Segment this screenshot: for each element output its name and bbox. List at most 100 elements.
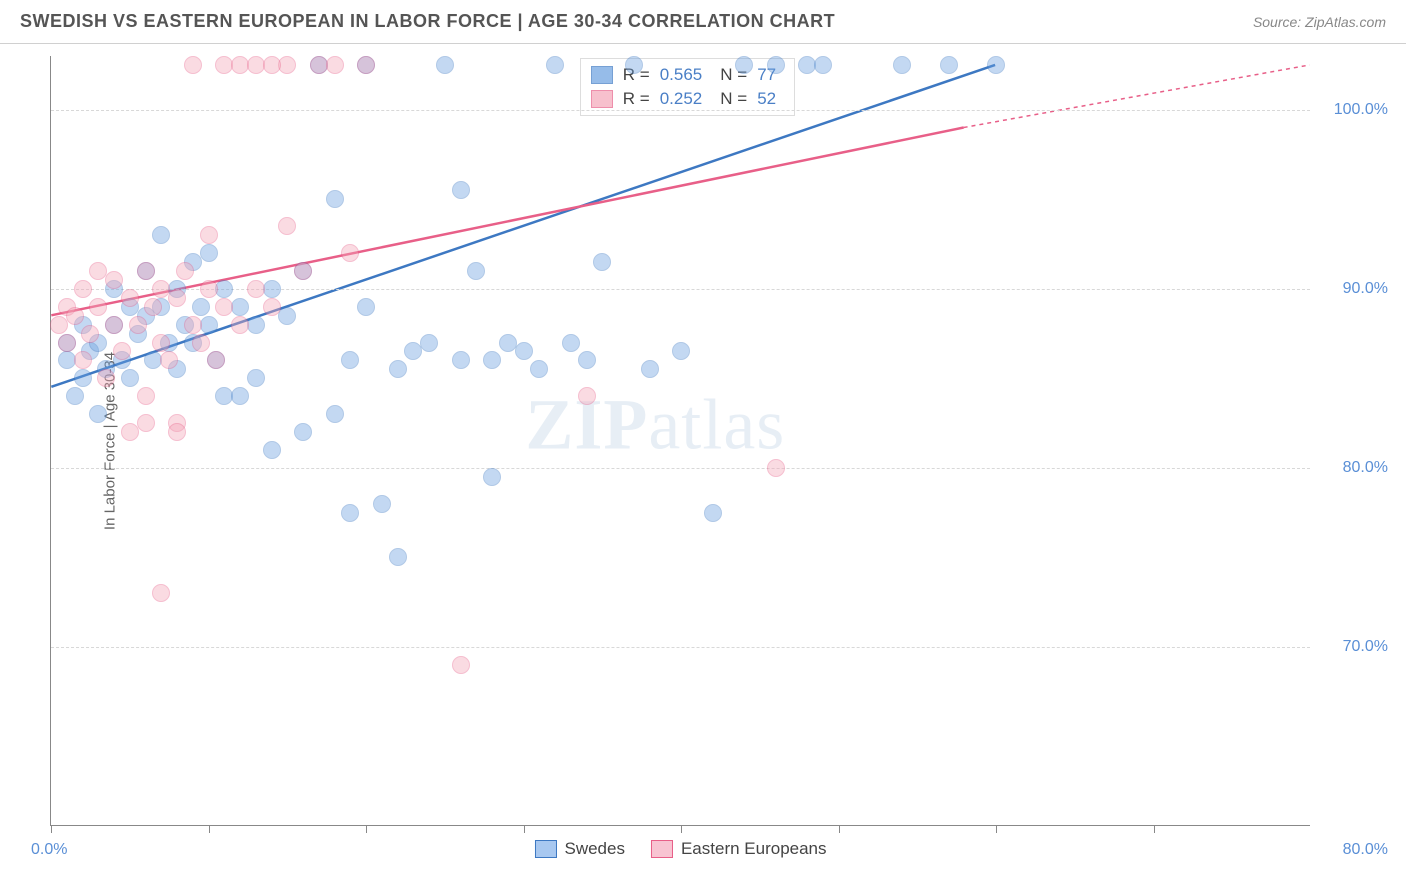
x-tick [681, 825, 682, 833]
data-point [89, 405, 107, 423]
n-value-eastern: 52 [757, 89, 776, 109]
data-point [704, 504, 722, 522]
data-point [215, 298, 233, 316]
legend-label-swedes: Swedes [564, 839, 624, 859]
data-point [483, 351, 501, 369]
data-point [341, 504, 359, 522]
data-point [357, 56, 375, 74]
r-value-eastern: 0.252 [660, 89, 703, 109]
data-point [247, 316, 265, 334]
data-point [893, 56, 911, 74]
x-tick [366, 825, 367, 833]
trend-lines [51, 56, 1310, 825]
y-tick-label: 80.0% [1343, 459, 1388, 477]
data-point [263, 298, 281, 316]
data-point [562, 334, 580, 352]
data-point [326, 56, 344, 74]
data-point [231, 316, 249, 334]
legend-swatch-swedes [534, 840, 556, 858]
data-point [546, 56, 564, 74]
data-point [192, 298, 210, 316]
data-point [66, 387, 84, 405]
x-tick [51, 825, 52, 833]
data-point [483, 468, 501, 486]
data-point [593, 253, 611, 271]
data-point [625, 56, 643, 74]
data-point [74, 351, 92, 369]
x-tick [1154, 825, 1155, 833]
data-point [814, 56, 832, 74]
stats-row-eastern: R = 0.252 N = 52 [591, 87, 784, 111]
data-point [515, 342, 533, 360]
data-point [137, 387, 155, 405]
data-point [735, 56, 753, 74]
data-point [121, 289, 139, 307]
data-point [940, 56, 958, 74]
gridline [51, 289, 1310, 290]
data-point [247, 280, 265, 298]
data-point [294, 423, 312, 441]
x-tick [209, 825, 210, 833]
data-point [105, 316, 123, 334]
data-point [129, 316, 147, 334]
y-tick-label: 70.0% [1343, 638, 1388, 656]
plot-area: In Labor Force | Age 30-34 ZIPatlas R = … [50, 56, 1310, 826]
data-point [200, 244, 218, 262]
data-point [66, 307, 84, 325]
data-point [278, 307, 296, 325]
data-point [326, 190, 344, 208]
data-point [341, 244, 359, 262]
data-point [168, 423, 186, 441]
data-point [168, 289, 186, 307]
data-point [184, 316, 202, 334]
data-point [452, 181, 470, 199]
data-point [389, 360, 407, 378]
r-label: R = [623, 89, 650, 109]
data-point [263, 280, 281, 298]
data-point [530, 360, 548, 378]
legend-label-eastern: Eastern Europeans [681, 839, 827, 859]
x-tick [996, 825, 997, 833]
gridline [51, 468, 1310, 469]
data-point [152, 226, 170, 244]
n-label: N = [720, 89, 747, 109]
data-point [263, 56, 281, 74]
data-point [160, 351, 178, 369]
x-axis-min-label: 0.0% [31, 841, 67, 859]
data-point [278, 217, 296, 235]
y-tick-label: 90.0% [1343, 280, 1388, 298]
x-tick [524, 825, 525, 833]
data-point [672, 342, 690, 360]
data-point [215, 280, 233, 298]
data-point [436, 56, 454, 74]
swatch-eastern [591, 90, 613, 108]
data-point [767, 459, 785, 477]
data-point [231, 298, 249, 316]
data-point [144, 298, 162, 316]
data-point [121, 369, 139, 387]
data-point [641, 360, 659, 378]
data-point [113, 342, 131, 360]
stats-row-swedes: R = 0.565 N = 77 [591, 63, 784, 87]
legend-swatch-eastern [651, 840, 673, 858]
data-point [207, 351, 225, 369]
data-point [357, 298, 375, 316]
data-point [578, 351, 596, 369]
data-point [247, 369, 265, 387]
gridline [51, 647, 1310, 648]
legend: Swedes Eastern Europeans [534, 839, 826, 859]
data-point [467, 262, 485, 280]
data-point [373, 495, 391, 513]
x-axis-max-label: 80.0% [1343, 841, 1388, 859]
data-point [452, 656, 470, 674]
data-point [200, 316, 218, 334]
data-point [74, 369, 92, 387]
data-point [152, 584, 170, 602]
gridline [51, 110, 1310, 111]
data-point [389, 548, 407, 566]
data-point [137, 262, 155, 280]
stats-box: R = 0.565 N = 77 R = 0.252 N = 52 [580, 58, 795, 116]
r-value-swedes: 0.565 [660, 65, 703, 85]
y-tick-label: 100.0% [1334, 101, 1388, 119]
chart-source: Source: ZipAtlas.com [1253, 14, 1386, 30]
